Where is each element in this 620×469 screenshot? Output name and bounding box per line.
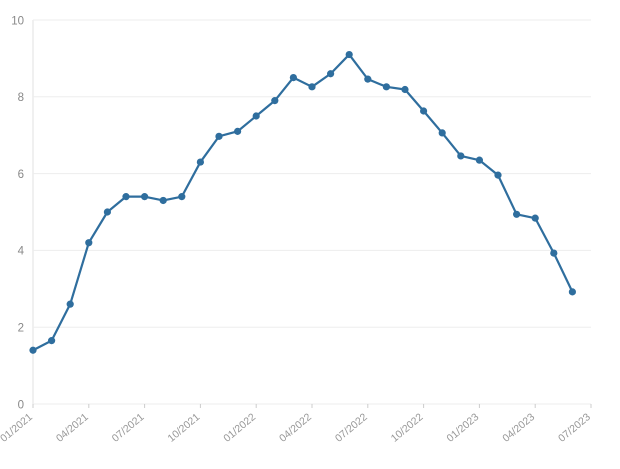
svg-text:01/2022: 01/2022 — [221, 411, 258, 445]
svg-text:07/2022: 07/2022 — [333, 411, 370, 445]
svg-text:4: 4 — [18, 246, 25, 258]
svg-text:2: 2 — [18, 323, 24, 335]
svg-text:04/2021: 04/2021 — [54, 411, 91, 445]
svg-text:07/2023: 07/2023 — [556, 411, 593, 445]
svg-text:04/2022: 04/2022 — [277, 411, 314, 445]
svg-text:04/2023: 04/2023 — [500, 411, 537, 445]
svg-text:6: 6 — [18, 169, 24, 181]
svg-text:10/2021: 10/2021 — [166, 411, 203, 445]
svg-text:01/2023: 01/2023 — [445, 411, 482, 445]
svg-text:10: 10 — [11, 15, 24, 27]
svg-text:8: 8 — [18, 92, 24, 104]
svg-text:0: 0 — [18, 399, 24, 411]
svg-text:07/2021: 07/2021 — [110, 411, 147, 445]
svg-text:01/2021: 01/2021 — [0, 411, 35, 445]
svg-text:10/2022: 10/2022 — [389, 411, 426, 445]
